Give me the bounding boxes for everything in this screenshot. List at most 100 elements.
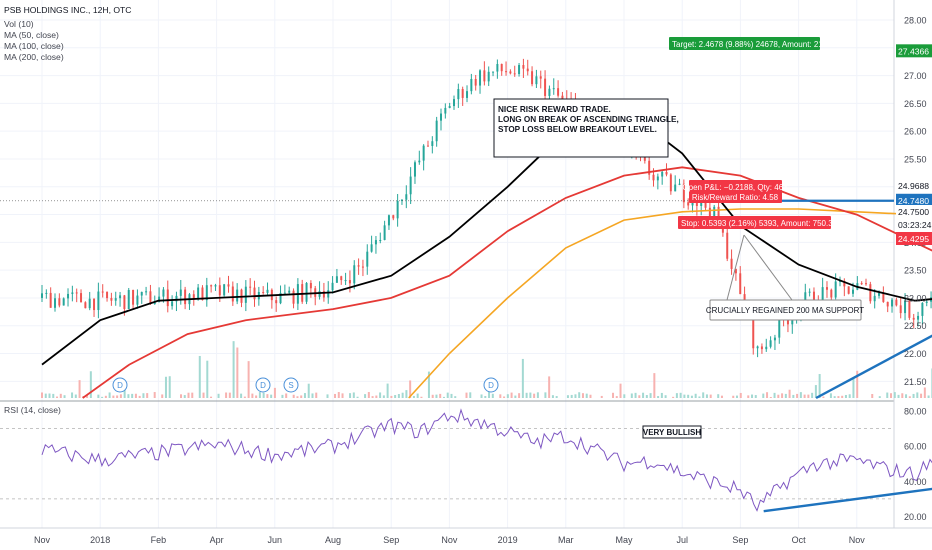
volume-bar — [920, 393, 923, 398]
candle-down — [561, 95, 564, 100]
candle-up — [466, 91, 469, 98]
volume-bar — [240, 393, 243, 398]
candle-down — [531, 71, 534, 85]
candle-down — [184, 289, 187, 305]
callout-pointer — [743, 234, 793, 301]
volume-bar — [822, 396, 825, 398]
volume-bar — [134, 393, 137, 398]
volume-bar — [349, 393, 352, 398]
volume-bar — [386, 383, 389, 398]
candle-down — [786, 320, 789, 325]
volume-bar — [747, 395, 750, 398]
indicator-label: MA (100, close) — [4, 41, 64, 51]
volume-bar — [198, 355, 201, 398]
candle-down — [426, 145, 429, 147]
volume-bar — [326, 394, 329, 398]
candle-down — [730, 258, 733, 269]
candle-up — [88, 298, 91, 309]
candle-down — [249, 286, 252, 288]
volume-bar — [600, 395, 603, 398]
candle-up — [62, 298, 65, 306]
candle-up — [422, 145, 425, 161]
volume-bar — [653, 373, 656, 398]
volume-bar — [44, 393, 47, 398]
volume-bar — [292, 394, 295, 398]
volume-bar — [672, 396, 675, 398]
volume-bar — [927, 395, 930, 398]
candle-up — [418, 160, 421, 163]
volume-bar — [709, 394, 712, 398]
candle-down — [322, 291, 325, 298]
volume-bar — [161, 394, 164, 398]
candle-down — [75, 292, 78, 294]
volume-bar — [848, 394, 851, 398]
volume-bar — [687, 394, 690, 398]
volume-bar — [101, 396, 104, 398]
candle-up — [439, 113, 442, 121]
stop-label: Stop: 0.5393 (2.16%) 5393, Amount: 750.3 — [681, 219, 833, 228]
time-tick-label: Nov — [34, 535, 51, 545]
ma-200-line — [408, 208, 932, 399]
volume-bar — [690, 395, 693, 398]
candle-down — [695, 202, 698, 206]
candle-up — [327, 290, 330, 298]
marker-label: D — [117, 381, 123, 390]
resistance-price-tag-bg — [896, 193, 932, 207]
trade-note-line: NICE RISK REWARD TRADE. — [498, 105, 611, 114]
volume-bar — [664, 395, 667, 398]
volume-bar — [773, 392, 776, 398]
stop-price-tag-bg — [896, 232, 932, 245]
candle-down — [682, 183, 685, 203]
entry-price-tag: 24.7500 — [898, 207, 929, 217]
volume-bar — [416, 393, 419, 398]
candle-down — [830, 289, 833, 298]
marker-label: D — [488, 381, 494, 390]
candle-up — [496, 64, 499, 72]
candle-down — [687, 202, 690, 206]
volume-bar — [307, 383, 310, 398]
candle-up — [145, 291, 148, 293]
candle-up — [379, 239, 382, 241]
price-tick-label: 27.00 — [904, 71, 927, 81]
volume-bars — [41, 341, 932, 398]
volume-bar — [146, 393, 149, 398]
volume-bar — [270, 394, 273, 398]
time-tick-label: Sep — [383, 535, 399, 545]
candle-down — [483, 70, 486, 82]
candle-down — [301, 284, 304, 302]
rsi-panel — [0, 408, 932, 513]
candle-down — [49, 292, 52, 308]
volume-bar — [886, 392, 889, 398]
candle-down — [58, 298, 61, 306]
candle-down — [539, 76, 542, 79]
candle-down — [227, 284, 230, 287]
volume-bar — [525, 392, 528, 398]
candle-up — [396, 201, 399, 219]
candle-up — [808, 291, 811, 293]
time-tick-label: Apr — [210, 535, 224, 545]
candle-down — [132, 290, 135, 305]
candle-down — [509, 71, 512, 74]
price-axis: 21.5022.0022.5023.0023.5024.0024.5025.00… — [34, 16, 927, 546]
marker-label: S — [288, 381, 293, 390]
volume-bar — [439, 393, 442, 398]
volume-bar — [754, 395, 757, 398]
time-tick-label: Sep — [732, 535, 748, 545]
candle-up — [405, 194, 408, 200]
candle-up — [71, 292, 74, 294]
volume-bar — [89, 371, 92, 398]
candle-down — [869, 284, 872, 302]
candle-up — [119, 295, 122, 299]
time-tick-label: Mar — [558, 535, 574, 545]
candle-up — [778, 317, 781, 338]
volume-bar — [581, 393, 584, 398]
split-marker — [283, 377, 299, 393]
volume-bar — [442, 396, 445, 398]
candle-up — [548, 88, 551, 96]
marker-label: D — [260, 381, 266, 390]
volume-bar — [232, 341, 235, 398]
volume-bar — [56, 396, 59, 398]
candle-down — [721, 226, 724, 233]
